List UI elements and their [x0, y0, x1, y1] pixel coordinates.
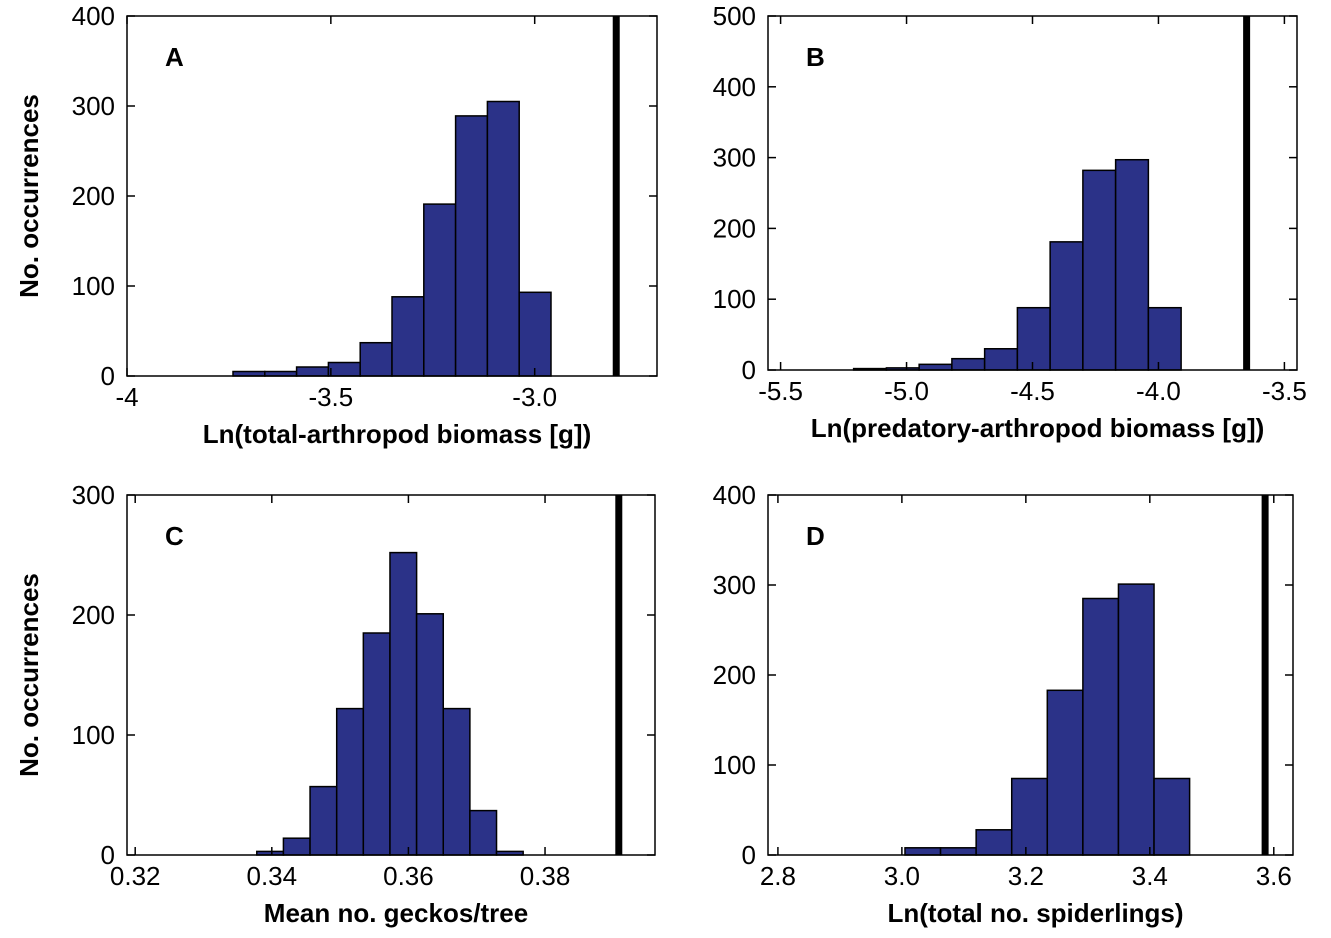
y-tick-label: 200	[72, 181, 115, 211]
x-tick-label: -3.5	[1262, 376, 1307, 406]
bar	[975, 829, 1013, 856]
x-tick-label: -5.5	[758, 376, 803, 406]
y-tick-label: 400	[713, 72, 756, 102]
y-tick-label: 200	[72, 600, 115, 630]
bar	[335, 707, 365, 856]
bar	[309, 785, 338, 856]
x-tick-label: -4.0	[1136, 376, 1181, 406]
panel-label: B	[806, 42, 825, 72]
bar	[1147, 306, 1182, 371]
y-tick-label: 200	[713, 213, 756, 243]
y-tick-label: 400	[713, 480, 756, 510]
bar	[389, 551, 418, 856]
bar	[1114, 158, 1150, 371]
panel-label: A	[165, 42, 184, 72]
bar	[1016, 306, 1051, 371]
x-tick-label: -3.5	[308, 382, 353, 412]
bar	[939, 847, 977, 856]
bar	[951, 357, 986, 371]
y-tick-label: 0	[101, 840, 115, 870]
panel-label: C	[165, 521, 184, 551]
x-axis-label: Ln(total no. spiderlings)	[887, 898, 1183, 928]
y-tick-label: 300	[713, 570, 756, 600]
plot-frame	[126, 494, 656, 856]
bar	[1082, 169, 1117, 371]
x-tick-label: 2.8	[760, 861, 796, 891]
x-tick-label: 0.34	[247, 861, 298, 891]
y-tick-label: 0	[101, 361, 115, 391]
y-axis-label: No. occurrences	[14, 94, 44, 298]
bar	[1010, 777, 1049, 856]
y-tick-label: 0	[742, 840, 756, 870]
x-tick-label: 3.2	[1008, 861, 1044, 891]
y-tick-label: 400	[72, 1, 115, 31]
bar	[1153, 777, 1191, 856]
bar	[1082, 597, 1120, 856]
x-tick-label: 3.6	[1256, 861, 1292, 891]
x-axis-label: Ln(predatory-arthropod biomass [g])	[811, 413, 1265, 443]
bar	[1049, 241, 1084, 371]
y-tick-label: 100	[72, 271, 115, 301]
bar	[282, 837, 311, 856]
x-tick-label: -3.0	[512, 382, 557, 412]
y-tick-label: 300	[713, 143, 756, 173]
bar	[391, 296, 425, 377]
y-tick-label: 300	[72, 480, 115, 510]
x-tick-label: -5.0	[884, 376, 929, 406]
x-tick-label: -4.5	[1010, 376, 1055, 406]
y-axis-label: No. occurrences	[14, 573, 44, 777]
x-tick-label: 0.36	[383, 861, 434, 891]
bar	[423, 203, 457, 377]
bar	[415, 613, 445, 856]
bar	[518, 291, 552, 377]
x-tick-label: 0.32	[110, 861, 161, 891]
y-tick-label: 500	[713, 1, 756, 31]
y-tick-label: 100	[713, 750, 756, 780]
panel-label: D	[806, 521, 825, 551]
bar	[454, 115, 489, 377]
bar	[442, 707, 471, 856]
y-tick-label: 300	[72, 91, 115, 121]
bar	[359, 341, 393, 377]
y-tick-label: 100	[713, 284, 756, 314]
bar	[469, 809, 498, 856]
x-tick-label: -4	[115, 382, 138, 412]
bar	[918, 363, 953, 371]
y-tick-label: 100	[72, 720, 115, 750]
bar	[904, 847, 942, 856]
bar	[1117, 583, 1155, 856]
x-tick-label: 3.0	[884, 861, 920, 891]
bar	[362, 632, 391, 856]
y-tick-label: 0	[742, 355, 756, 385]
x-tick-label: 3.4	[1132, 861, 1168, 891]
x-tick-label: 0.38	[520, 861, 571, 891]
x-axis-label: Mean no. geckos/tree	[264, 898, 528, 928]
bar	[983, 348, 1019, 371]
x-axis-label: Ln(total-arthropod biomass [g])	[203, 419, 592, 449]
bar	[486, 100, 520, 377]
bar	[1046, 689, 1084, 856]
bar	[295, 366, 330, 377]
bar	[327, 361, 361, 377]
y-tick-label: 200	[713, 660, 756, 690]
